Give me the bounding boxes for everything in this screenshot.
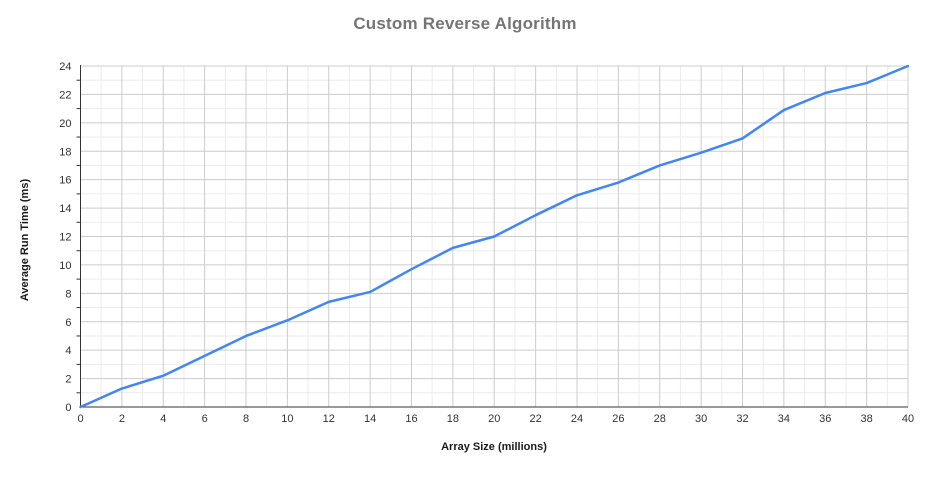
y-tick-label: 12 [59,232,71,244]
x-tick-label: 34 [778,413,790,425]
x-tick-label: 40 [902,413,914,425]
y-tick-label: 14 [59,203,71,215]
y-tick-label: 0 [65,402,71,414]
y-tick-label: 2 [65,374,71,386]
y-tick-label: 6 [65,317,71,329]
data-line [79,64,910,409]
y-tick-label: 16 [59,175,71,187]
x-tick-label: 16 [405,413,417,425]
y-tick-label: 22 [59,89,71,101]
x-tick-label: 8 [243,413,249,425]
x-tick-label: 32 [736,413,748,425]
x-tick-label: 22 [530,413,542,425]
y-tick-label: 24 [59,61,71,73]
y-tick-label: 4 [65,345,71,357]
y-tick-label: 20 [59,118,71,130]
x-tick-label: 2 [119,413,125,425]
x-tick-label: 12 [323,413,335,425]
x-tick-label: 28 [654,413,666,425]
x-tick-label: 26 [612,413,624,425]
x-tick-label: 18 [447,413,459,425]
x-tick-label: 4 [160,413,166,425]
x-tick-label: 30 [695,413,707,425]
y-tick-label: 18 [59,146,71,158]
x-tick-label: 14 [364,413,376,425]
y-axis-title-text: Average Run Time (ms) [19,178,31,302]
x-tick-label: 38 [861,413,873,425]
y-tick-label: 8 [65,288,71,300]
x-tick-label: 10 [281,413,293,425]
x-tick-label: 6 [202,413,208,425]
chart-title: Custom Reverse Algorithm [353,14,577,33]
x-axis-title: Array Size (millions) [441,441,547,453]
x-tick-label: 24 [571,413,583,425]
y-tick-label: 10 [59,260,71,272]
x-tick-label: 0 [77,413,83,425]
x-tick-label: 36 [819,413,831,425]
x-tick-label: 20 [488,413,500,425]
